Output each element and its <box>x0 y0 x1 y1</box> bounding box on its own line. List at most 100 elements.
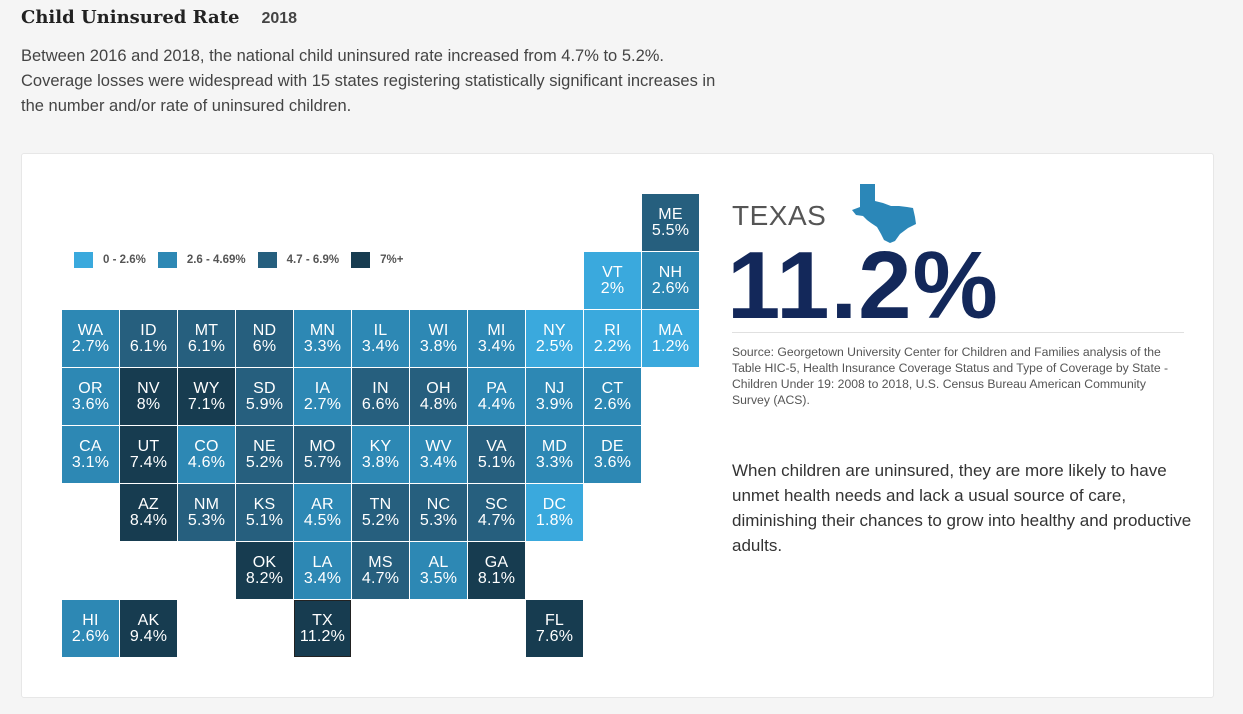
state-tile-mo[interactable]: MO 5.7% <box>294 426 351 483</box>
state-tile-wi[interactable]: WI 3.8% <box>410 310 467 367</box>
state-rate: 7.1% <box>187 395 226 413</box>
state-tile-va[interactable]: VA 5.1% <box>468 426 525 483</box>
state-abbr: IA <box>314 379 331 397</box>
state-rate: 6.1% <box>129 337 168 355</box>
state-abbr: OK <box>252 553 277 571</box>
texas-shape-icon <box>852 184 916 243</box>
state-tile-co[interactable]: CO 4.6% <box>178 426 235 483</box>
state-rate: 2.6% <box>71 627 110 645</box>
state-rate: 3.9% <box>535 395 574 413</box>
state-tile-az[interactable]: AZ 8.4% <box>120 484 177 541</box>
state-rate: 3.8% <box>419 337 458 355</box>
state-rate: 6.1% <box>187 337 226 355</box>
state-abbr: AK <box>137 611 160 629</box>
state-tile-nm[interactable]: NM 5.3% <box>178 484 235 541</box>
state-tile-id[interactable]: ID 6.1% <box>120 310 177 367</box>
legend-label: 4.7 - 6.9% <box>286 254 340 266</box>
state-tile-mi[interactable]: MI 3.4% <box>468 310 525 367</box>
state-rate: 3.6% <box>71 395 110 413</box>
intro-text: Between 2016 and 2018, the national chil… <box>21 47 716 115</box>
state-tile-hi[interactable]: HI 2.6% <box>62 600 119 657</box>
state-abbr: NE <box>253 437 276 455</box>
state-tile-nj[interactable]: NJ 3.9% <box>526 368 583 425</box>
state-abbr: WA <box>77 321 104 339</box>
state-rate: 5.1% <box>477 453 516 471</box>
state-tile-ks[interactable]: KS 5.1% <box>236 484 293 541</box>
state-rate: 8.4% <box>129 511 168 529</box>
state-abbr: UT <box>137 437 160 455</box>
state-abbr: ND <box>252 321 277 339</box>
state-rate: 3.3% <box>535 453 574 471</box>
state-tile-ok[interactable]: OK 8.2% <box>236 542 293 599</box>
state-abbr: WY <box>193 379 220 397</box>
state-abbr: MD <box>541 437 568 455</box>
state-rate: 5.1% <box>245 511 284 529</box>
state-tile-wy[interactable]: WY 7.1% <box>178 368 235 425</box>
legend: 0 - 2.6% 2.6 - 4.69% 4.7 - 6.9% 7%+ <box>74 252 415 268</box>
state-abbr: VA <box>486 437 507 455</box>
state-rate: 5.5% <box>651 221 690 239</box>
state-rate: 6.6% <box>361 395 400 413</box>
state-tile-dc[interactable]: DC 1.8% <box>526 484 583 541</box>
state-tile-ga[interactable]: GA 8.1% <box>468 542 525 599</box>
state-tile-ma[interactable]: MA 1.2% <box>642 310 699 367</box>
state-tile-la[interactable]: LA 3.4% <box>294 542 351 599</box>
state-tile-ar[interactable]: AR 4.5% <box>294 484 351 541</box>
state-tile-ms[interactable]: MS 4.7% <box>352 542 409 599</box>
state-abbr: AZ <box>138 495 159 513</box>
state-rate: 4.7% <box>477 511 516 529</box>
state-tile-ak[interactable]: AK 9.4% <box>120 600 177 657</box>
page-title: Child Uninsured Rate <box>21 7 240 28</box>
state-tile-me[interactable]: ME 5.5% <box>642 194 699 251</box>
state-tile-ca[interactable]: CA 3.1% <box>62 426 119 483</box>
state-tile-ut[interactable]: UT 7.4% <box>120 426 177 483</box>
state-rate: 6% <box>252 337 277 355</box>
state-tile-de[interactable]: DE 3.6% <box>584 426 641 483</box>
state-rate: 2.7% <box>303 395 342 413</box>
legend-label: 0 - 2.6% <box>103 254 146 266</box>
state-tile-ky[interactable]: KY 3.8% <box>352 426 409 483</box>
state-tile-pa[interactable]: PA 4.4% <box>468 368 525 425</box>
state-tile-in[interactable]: IN 6.6% <box>352 368 409 425</box>
state-rate: 4.6% <box>187 453 226 471</box>
state-tile-or[interactable]: OR 3.6% <box>62 368 119 425</box>
state-tile-sc[interactable]: SC 4.7% <box>468 484 525 541</box>
state-abbr: MN <box>309 321 336 339</box>
state-tile-al[interactable]: AL 3.5% <box>410 542 467 599</box>
state-abbr: GA <box>484 553 509 571</box>
state-rate: 5.7% <box>303 453 342 471</box>
state-tile-sd[interactable]: SD 5.9% <box>236 368 293 425</box>
state-tile-ct[interactable]: CT 2.6% <box>584 368 641 425</box>
state-abbr: IN <box>372 379 389 397</box>
state-tile-nh[interactable]: NH 2.6% <box>642 252 699 309</box>
state-tile-md[interactable]: MD 3.3% <box>526 426 583 483</box>
state-tile-ia[interactable]: IA 2.7% <box>294 368 351 425</box>
legend-swatch <box>351 252 371 268</box>
state-tile-wv[interactable]: WV 3.4% <box>410 426 467 483</box>
state-tile-tx[interactable]: TX 11.2% <box>294 600 351 657</box>
state-abbr: NY <box>543 321 566 339</box>
state-tile-tn[interactable]: TN 5.2% <box>352 484 409 541</box>
state-tile-fl[interactable]: FL 7.6% <box>526 600 583 657</box>
state-tile-ny[interactable]: NY 2.5% <box>526 310 583 367</box>
state-tile-nv[interactable]: NV 8% <box>120 368 177 425</box>
source-note: Source: Georgetown University Center for… <box>732 345 1169 407</box>
state-tile-vt[interactable]: VT 2% <box>584 252 641 309</box>
state-abbr: CO <box>194 437 219 455</box>
state-tile-nd[interactable]: ND 6% <box>236 310 293 367</box>
selected-state-name: TEXAS <box>732 200 827 231</box>
state-tile-ri[interactable]: RI 2.2% <box>584 310 641 367</box>
legend-item: 0 - 2.6% <box>74 252 146 268</box>
state-tile-oh[interactable]: OH 4.8% <box>410 368 467 425</box>
state-rate: 4.7% <box>361 569 400 587</box>
state-tile-nc[interactable]: NC 5.3% <box>410 484 467 541</box>
state-tile-il[interactable]: IL 3.4% <box>352 310 409 367</box>
state-abbr: IL <box>373 321 388 339</box>
state-tile-ne[interactable]: NE 5.2% <box>236 426 293 483</box>
state-abbr: OR <box>78 379 103 397</box>
state-abbr: CA <box>79 437 102 455</box>
state-tile-mt[interactable]: MT 6.1% <box>178 310 235 367</box>
state-tile-wa[interactable]: WA 2.7% <box>62 310 119 367</box>
state-tile-mn[interactable]: MN 3.3% <box>294 310 351 367</box>
state-rate: 8% <box>136 395 161 413</box>
